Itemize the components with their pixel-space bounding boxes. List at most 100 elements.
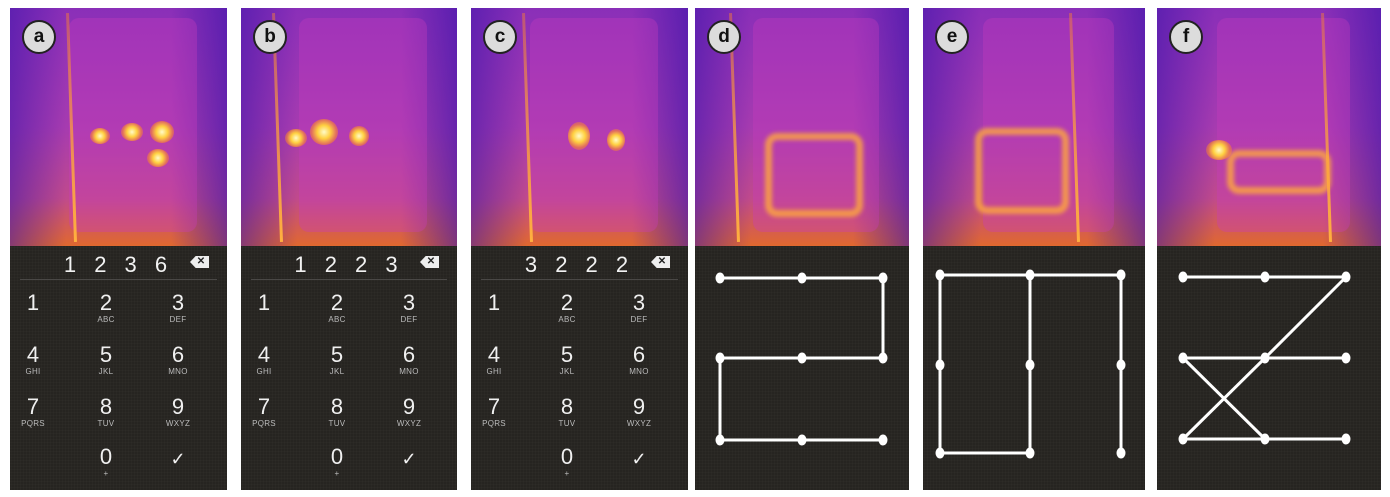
backspace-icon[interactable]: ✕ [420, 256, 439, 268]
check-icon[interactable]: ✓ [379, 447, 439, 471]
pattern-dot[interactable] [1341, 352, 1351, 364]
key-digit: 8 [330, 394, 344, 419]
key-5[interactable]: 5 JKL [307, 343, 367, 377]
check-icon[interactable]: ✓ [609, 447, 669, 471]
key-9[interactable]: 9 WXYZ [148, 395, 208, 429]
pattern-dot[interactable] [878, 272, 888, 284]
key-3[interactable]: 3 DEF [379, 291, 439, 325]
confirm-glyph: ✓ [401, 449, 417, 469]
key-6[interactable]: 6 MNO [148, 343, 208, 377]
key-7[interactable]: 7 PQRS [234, 394, 294, 429]
key-3[interactable]: 3 DEF [609, 291, 669, 325]
key-digit: 7 [257, 394, 271, 419]
key-digit: 9 [632, 394, 646, 419]
key-3[interactable]: 3 DEF [148, 291, 208, 325]
key-4[interactable]: 4 GHI [3, 342, 63, 377]
heat-spot [147, 149, 169, 167]
heat-spot [310, 119, 338, 145]
key-letters: TUV [328, 419, 346, 428]
pattern-dot[interactable] [1178, 352, 1188, 364]
key-1[interactable]: 1 [3, 291, 63, 315]
key-2[interactable]: 2 ABC [537, 291, 597, 325]
key-digit: 0 [330, 444, 344, 469]
key-8[interactable]: 8 TUV [307, 394, 367, 429]
key-6[interactable]: 6 MNO [379, 343, 439, 377]
key-7[interactable]: 7 PQRS [3, 394, 63, 429]
key-9[interactable]: 9 WXYZ [609, 394, 669, 429]
entry-divider [251, 279, 447, 280]
key-digit: 8 [99, 394, 113, 419]
pattern-grid[interactable] [695, 246, 909, 490]
pattern-grid[interactable] [1157, 246, 1381, 490]
key-7[interactable]: 7 PQRS [464, 395, 524, 429]
pattern-dot[interactable] [1260, 352, 1270, 364]
pattern-dot[interactable] [1178, 433, 1188, 445]
pattern-dot[interactable] [715, 352, 725, 364]
pattern-dot[interactable] [1116, 359, 1126, 371]
pattern-dot[interactable] [1178, 271, 1188, 283]
backspace-icon[interactable]: ✕ [190, 256, 209, 268]
pattern-grid[interactable] [923, 246, 1145, 490]
key-letters: MNO [629, 367, 649, 376]
key-digit: 1 [487, 290, 501, 315]
pattern-dot[interactable] [1341, 271, 1351, 283]
key-0[interactable]: 0 + [307, 444, 367, 479]
pattern-lock [695, 246, 909, 490]
panel-e: e [923, 8, 1145, 490]
pattern-dot[interactable] [1116, 447, 1126, 459]
panel-b: b 1 2 2 3 ✕ 1 2 ABC 3 DEF 4 GHI 5 JKL 6 MNO 7 PQRS 8 TUV 9… [241, 8, 457, 490]
key-4[interactable]: 4 GHI [234, 343, 294, 377]
backspace-icon[interactable]: ✕ [651, 256, 670, 268]
pattern-dot[interactable] [1341, 433, 1351, 445]
thermal-phone-outline [982, 17, 1114, 232]
key-8[interactable]: 8 TUV [76, 394, 136, 429]
key-2[interactable]: 2 ABC [307, 291, 367, 325]
pattern-dot[interactable] [935, 359, 945, 371]
pin-keypad: 1 2 2 3 ✕ 1 2 ABC 3 DEF 4 GHI 5 JKL 6 MNO 7 PQRS 8 TUV 9 W… [241, 246, 457, 490]
pattern-dot[interactable] [1025, 447, 1035, 459]
panel-label: d [707, 20, 741, 54]
key-4[interactable]: 4 GHI [464, 342, 524, 377]
key-0[interactable]: 0 + [76, 445, 136, 479]
pattern-dot[interactable] [1260, 433, 1270, 445]
pattern-dot[interactable] [1116, 269, 1126, 281]
check-icon[interactable]: ✓ [148, 447, 208, 471]
key-digit: 4 [487, 342, 501, 367]
key-letters: GHI [256, 367, 272, 376]
key-letters: GHI [486, 367, 502, 376]
key-0[interactable]: 0 + [537, 445, 597, 479]
pattern-dot[interactable] [797, 272, 807, 284]
thermal-cool-region [1322, 8, 1381, 246]
key-1[interactable]: 1 [464, 291, 524, 315]
pin-entry: 1 2 2 3 [294, 252, 404, 277]
key-8[interactable]: 8 TUV [537, 395, 597, 429]
pattern-dot[interactable] [1025, 269, 1035, 281]
key-digit: 7 [26, 394, 40, 419]
key-9[interactable]: 9 WXYZ [379, 395, 439, 429]
pattern-dot[interactable] [715, 272, 725, 284]
pattern-dot[interactable] [1025, 359, 1035, 371]
pattern-dot[interactable] [878, 352, 888, 364]
key-5[interactable]: 5 JKL [76, 343, 136, 377]
pattern-dot[interactable] [935, 269, 945, 281]
pattern-dot[interactable] [797, 352, 807, 364]
key-letters: TUV [558, 419, 576, 428]
key-1[interactable]: 1 [234, 291, 294, 315]
key-letters: WXYZ [626, 419, 652, 428]
heat-spot [349, 126, 369, 146]
pattern-dot[interactable] [797, 434, 807, 446]
pattern-dot[interactable] [715, 434, 725, 446]
pattern-dot[interactable] [935, 447, 945, 459]
pattern-segment [1263, 275, 1348, 360]
key-6[interactable]: 6 MNO [609, 343, 669, 377]
pattern-lock [923, 246, 1145, 490]
thermal-cool-region [170, 8, 227, 246]
pattern-dot[interactable] [878, 434, 888, 446]
key-digit: 4 [26, 342, 40, 367]
pattern-dot[interactable] [1260, 271, 1270, 283]
key-5[interactable]: 5 JKL [537, 343, 597, 377]
heat-trace [765, 133, 863, 217]
key-2[interactable]: 2 ABC [76, 290, 136, 325]
heat-spot [285, 129, 307, 147]
key-digit: 2 [99, 290, 113, 315]
